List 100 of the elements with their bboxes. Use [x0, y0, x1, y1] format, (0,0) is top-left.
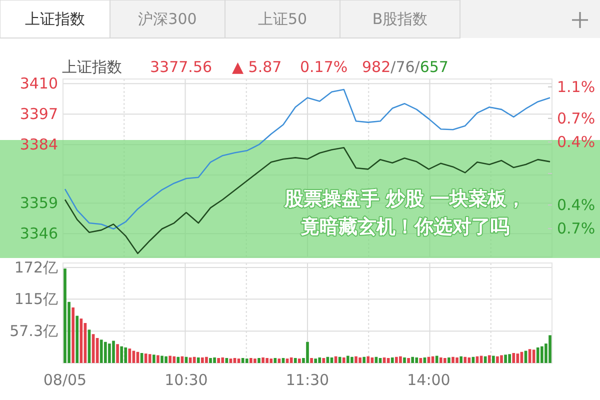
bar	[237, 358, 240, 363]
x-tick-label: 14:00	[407, 371, 450, 389]
bar	[221, 357, 224, 363]
bar	[76, 316, 79, 363]
bar	[100, 340, 103, 363]
bar	[209, 358, 212, 363]
bar	[310, 358, 313, 363]
y2-tick-label: 0.7%	[557, 109, 596, 128]
bar	[403, 357, 406, 363]
bar	[258, 358, 260, 363]
y-tick-label: 3397	[20, 105, 58, 124]
bar	[250, 358, 252, 363]
bar	[148, 354, 152, 363]
bar	[496, 356, 499, 363]
bar	[254, 358, 256, 363]
bar	[390, 357, 394, 363]
bar	[266, 358, 268, 363]
bar	[116, 344, 119, 363]
bar	[411, 356, 414, 363]
bar	[213, 357, 216, 363]
text: 3377.56	[150, 58, 212, 76]
bar	[278, 358, 281, 363]
bar	[298, 358, 301, 363]
text: 上证指数	[25, 10, 85, 28]
y-tick-label: 3359	[20, 194, 58, 212]
text: 上证50	[258, 10, 308, 28]
y-tick-label: 3384	[20, 136, 58, 154]
bar	[464, 356, 467, 363]
bar	[108, 344, 111, 363]
bar	[452, 356, 454, 363]
bar	[120, 346, 123, 363]
bar	[540, 346, 544, 363]
bar	[395, 356, 398, 363]
line-series	[64, 146, 551, 254]
y-tick-label: 3410	[20, 74, 58, 93]
bar	[354, 356, 358, 363]
bar	[318, 357, 322, 363]
bar	[160, 356, 164, 363]
bar	[201, 357, 204, 363]
bar	[229, 358, 232, 363]
bar	[504, 354, 507, 363]
bar	[456, 357, 458, 363]
bar	[172, 356, 176, 363]
bar	[536, 347, 540, 363]
y-tick-label: 172亿	[14, 258, 58, 276]
text: ▲ 5.87	[232, 58, 282, 76]
x-tick-label: 08/05	[43, 371, 87, 389]
bar	[512, 353, 516, 363]
bar	[152, 354, 156, 363]
bar	[294, 358, 297, 363]
bar	[270, 358, 273, 363]
bar	[460, 356, 462, 363]
bar	[488, 355, 491, 363]
bar	[342, 357, 346, 363]
bar	[72, 307, 74, 363]
bar	[262, 357, 264, 363]
annotation: 股票操盘手 炒股 一块菜板，竟暗藏玄机！你选对了吗	[283, 188, 526, 238]
text: 657	[420, 58, 448, 76]
bar	[492, 356, 495, 363]
bar	[448, 357, 450, 363]
bar	[306, 342, 309, 363]
text: 0.17%	[300, 58, 348, 76]
text: 沪深300	[138, 10, 197, 28]
x-tick-label: 11:30	[286, 371, 330, 389]
bar	[64, 268, 66, 363]
text: 上证指数	[62, 58, 122, 76]
bar	[362, 356, 366, 363]
bar	[366, 356, 370, 363]
bar	[245, 358, 248, 363]
y2-tick-label: 0.4%	[557, 196, 596, 214]
bar	[164, 356, 168, 363]
bar	[124, 347, 128, 363]
bar	[439, 357, 442, 363]
bar	[205, 356, 208, 363]
bar	[399, 356, 402, 363]
bar	[217, 358, 220, 363]
bar	[314, 358, 317, 363]
bar	[358, 357, 362, 363]
y-tick-label: 3346	[20, 224, 58, 243]
y2-tick-label: 1.1%	[557, 78, 596, 96]
text: 982	[362, 58, 391, 76]
bar	[196, 357, 200, 363]
bar	[444, 358, 446, 363]
y-tick-label: 115亿	[14, 290, 58, 308]
bar	[415, 357, 418, 363]
bar	[156, 355, 160, 363]
bar	[508, 354, 511, 363]
bar	[350, 356, 354, 363]
y2-tick-label: 0.7%	[557, 220, 596, 238]
bar	[168, 356, 172, 363]
text: B股指数	[372, 10, 428, 28]
x-tick-label: 10:30	[164, 371, 208, 389]
bar	[346, 356, 350, 363]
y-tick-label: 57.3亿	[10, 322, 58, 340]
bar	[407, 358, 410, 363]
bar	[112, 340, 115, 363]
bar	[548, 335, 552, 363]
bar	[286, 358, 289, 363]
bar	[104, 342, 107, 363]
text: /76/	[390, 58, 421, 76]
